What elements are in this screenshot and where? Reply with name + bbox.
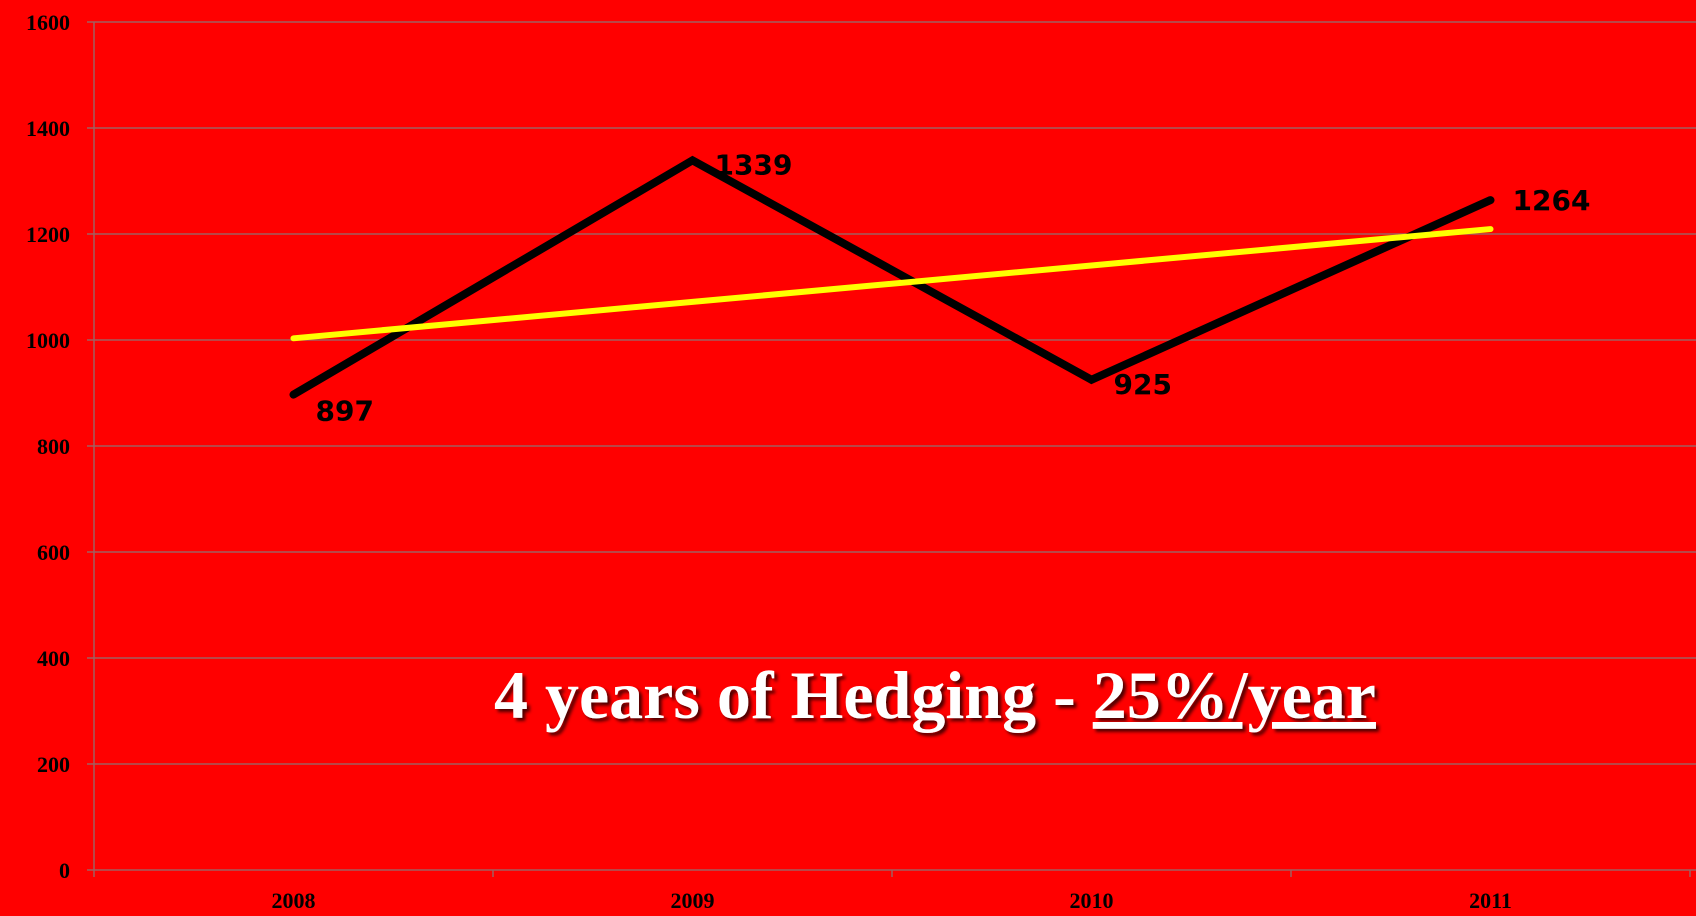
annotation: 4 years of Hedging - 25%/year xyxy=(494,657,1376,733)
annotation-text: 4 years of Hedging - xyxy=(494,657,1093,733)
y-tick-label: 0 xyxy=(59,858,70,883)
x-tick-label: 2010 xyxy=(1070,888,1114,913)
data-label: 925 xyxy=(1114,368,1172,401)
data-label: 897 xyxy=(316,395,374,428)
line-series xyxy=(290,226,1494,342)
annotation-emphasis: 25%/year xyxy=(1093,657,1376,733)
y-tick-label: 1200 xyxy=(26,222,70,247)
data-label: 1264 xyxy=(1513,184,1591,217)
line-series xyxy=(289,155,1495,399)
x-tick-label: 2008 xyxy=(272,888,316,913)
y-tick-label: 200 xyxy=(37,752,70,777)
y-tick-label: 800 xyxy=(37,434,70,459)
x-tick-label: 2009 xyxy=(671,888,715,913)
y-tick-label: 400 xyxy=(37,646,70,671)
x-tick-label: 2011 xyxy=(1469,888,1512,913)
y-tick-label: 1000 xyxy=(26,328,70,353)
y-tick-label: 1400 xyxy=(26,116,70,141)
data-label: 1339 xyxy=(715,148,793,181)
y-tick-label: 1600 xyxy=(26,10,70,35)
y-tick-label: 600 xyxy=(37,540,70,565)
